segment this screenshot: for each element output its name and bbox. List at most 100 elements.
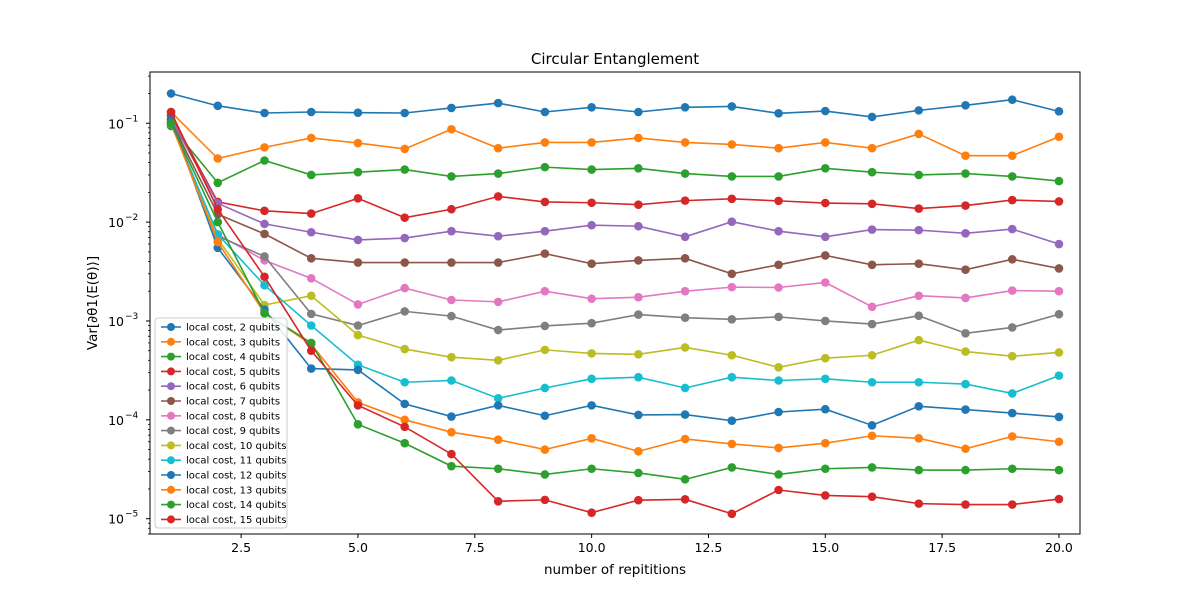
data-point [821, 353, 830, 363]
data-point [587, 434, 596, 443]
data-point [821, 232, 830, 242]
data-point [867, 167, 877, 177]
legend-entry: local cost, 14 qubits [161, 500, 286, 511]
legend-entry: local cost, 10 qubits [161, 441, 286, 452]
data-point [727, 269, 737, 279]
data-point [727, 314, 737, 324]
y-tick-label: 10 [108, 215, 124, 230]
data-point [447, 311, 456, 321]
data-point [914, 291, 924, 301]
data-point [493, 401, 503, 410]
legend-label: local cost, 11 qubits [186, 456, 286, 467]
data-point [493, 325, 503, 335]
data-point [867, 492, 877, 501]
data-point [961, 151, 970, 160]
data-point [447, 461, 456, 471]
data-point [774, 443, 783, 453]
data-point [353, 330, 363, 340]
legend-marker [167, 515, 175, 524]
data-point [914, 335, 924, 345]
data-point [213, 101, 223, 111]
data-point [400, 144, 410, 154]
data-point [353, 420, 363, 429]
series-3 [166, 121, 1064, 188]
data-point [587, 464, 596, 474]
data-point [914, 402, 924, 411]
data-point [961, 329, 970, 338]
data-point [540, 249, 550, 258]
data-point [1054, 176, 1064, 186]
data-point [1054, 412, 1064, 422]
data-point [1054, 348, 1064, 357]
data-point [634, 468, 643, 478]
series-10 [166, 118, 1064, 403]
legend-label: local cost, 9 qubits [186, 426, 280, 437]
legend-label: local cost, 4 qubits [186, 352, 280, 363]
data-point [587, 374, 596, 384]
legend-marker [167, 382, 175, 391]
data-point [306, 338, 316, 348]
data-point [961, 100, 970, 110]
series-8 [166, 119, 1064, 338]
data-point [867, 260, 877, 270]
data-point [867, 421, 877, 430]
data-point [774, 260, 783, 270]
data-point [353, 235, 363, 245]
series-14 [166, 107, 1064, 519]
data-point [774, 470, 783, 479]
y-tick-exponent: −2 [125, 213, 138, 223]
data-point [914, 204, 924, 213]
data-point [867, 350, 877, 360]
data-point [353, 321, 363, 330]
data-point [540, 345, 550, 355]
data-point [867, 319, 877, 329]
data-point [306, 254, 316, 263]
data-point [821, 404, 830, 414]
data-point [821, 438, 830, 448]
data-point [1007, 351, 1017, 361]
data-point [961, 444, 970, 454]
data-point [400, 377, 410, 387]
data-point [400, 307, 410, 316]
data-point [821, 138, 830, 147]
series-4 [166, 111, 1064, 222]
data-point [493, 435, 503, 444]
data-point [587, 198, 596, 208]
data-point [587, 294, 596, 304]
data-point [1007, 408, 1017, 418]
data-point [727, 509, 737, 519]
series-7 [166, 118, 1064, 312]
data-point [213, 217, 223, 227]
data-point [727, 372, 737, 382]
data-point [680, 343, 690, 352]
legend-marker [167, 485, 175, 494]
data-point [587, 138, 596, 147]
data-point [634, 310, 643, 319]
data-point [867, 463, 877, 472]
data-point [1007, 323, 1017, 332]
data-point [1007, 224, 1017, 234]
y-tick-exponent: −4 [125, 411, 139, 421]
data-point [400, 438, 410, 448]
y-tick-label: 10 [108, 413, 124, 428]
series-layer [166, 89, 1064, 519]
legend-marker [167, 471, 175, 479]
data-point [867, 112, 877, 122]
data-point [306, 133, 316, 143]
legend-entry: local cost, 4 qubits [161, 352, 280, 363]
chart-title: Circular Entanglement [531, 50, 699, 68]
data-point [260, 108, 269, 118]
series-line [170, 118, 1060, 245]
data-point [306, 107, 316, 117]
data-point [1054, 107, 1064, 116]
data-point [587, 259, 596, 268]
series-line [170, 122, 1059, 481]
data-point [774, 407, 783, 417]
data-point [727, 172, 737, 181]
data-point [914, 106, 924, 115]
data-point [680, 383, 690, 393]
data-point [680, 103, 690, 112]
data-point [306, 274, 316, 283]
series-13 [166, 118, 1064, 484]
